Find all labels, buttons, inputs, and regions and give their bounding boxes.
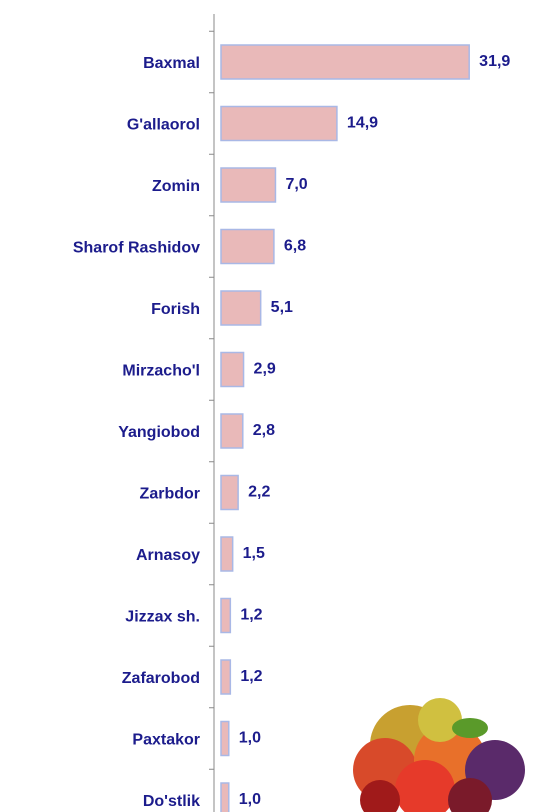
- bar: [220, 44, 470, 80]
- category-label: Zafarobod: [122, 670, 200, 687]
- category-label: Arnasoy: [136, 547, 200, 564]
- value-label: 14,9: [347, 115, 378, 132]
- category-label: Mirzacho'l: [122, 363, 200, 380]
- category-label: Jizzax sh.: [125, 609, 200, 626]
- value-label: 1,0: [239, 791, 261, 808]
- category-label: Sharof Rashidov: [73, 240, 200, 257]
- value-label: 7,0: [285, 176, 307, 193]
- category-label: Zomin: [152, 178, 200, 195]
- category-label: Baxmal: [143, 55, 200, 72]
- bar: [220, 105, 338, 142]
- value-label: 1,5: [243, 545, 265, 562]
- bar: [220, 474, 239, 511]
- bar: [220, 351, 245, 388]
- bar: [220, 290, 262, 326]
- category-label: Do'stlik: [143, 793, 200, 810]
- bar: [220, 228, 275, 265]
- bar: [220, 167, 277, 203]
- bar: [220, 782, 230, 812]
- bar: [220, 597, 232, 634]
- category-label: Yangiobod: [118, 424, 200, 441]
- value-label: 1,2: [240, 607, 262, 624]
- value-label: 31,9: [479, 53, 510, 70]
- value-label: 5,1: [271, 299, 293, 316]
- bar: [220, 413, 244, 449]
- value-label: 1,2: [240, 668, 262, 685]
- value-label: 2,8: [253, 422, 275, 439]
- bar: [220, 536, 234, 572]
- value-label: 2,9: [254, 361, 276, 378]
- category-label: Paxtakor: [132, 732, 200, 749]
- category-label: Zarbdor: [140, 486, 200, 503]
- value-label: 6,8: [284, 238, 306, 255]
- category-label: G'allaorol: [127, 117, 200, 134]
- value-label: 1,0: [239, 730, 261, 747]
- bar: [220, 720, 230, 757]
- bar: [220, 659, 232, 695]
- value-label: 2,2: [248, 484, 270, 501]
- category-label: Forish: [151, 301, 200, 318]
- fruit-decoration: [353, 698, 525, 812]
